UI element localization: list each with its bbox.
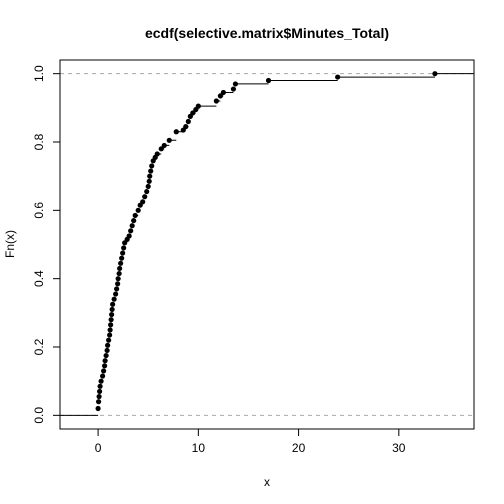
data-point	[113, 291, 119, 297]
data-point	[148, 168, 154, 174]
data-point	[105, 342, 111, 348]
data-point	[146, 178, 152, 184]
data-point	[111, 296, 117, 302]
step-function	[60, 73, 474, 416]
data-point	[120, 250, 126, 256]
reference-lines	[60, 73, 474, 416]
x-tick-label: 10	[192, 441, 206, 455]
data-point	[109, 311, 115, 318]
data-point	[117, 265, 123, 272]
data-point	[108, 317, 114, 323]
data-points	[95, 71, 438, 412]
data-point	[145, 183, 151, 190]
x-tick-label: 20	[292, 441, 306, 455]
data-point	[185, 118, 191, 125]
data-point	[115, 281, 121, 287]
data-point	[116, 270, 122, 277]
data-point	[114, 286, 120, 292]
data-point	[213, 98, 219, 104]
data-point	[118, 260, 124, 266]
y-tick-label: 0.2	[32, 338, 46, 355]
data-point	[129, 223, 135, 229]
data-point	[109, 306, 115, 313]
data-point	[220, 89, 226, 96]
data-point	[107, 332, 113, 338]
plot-frame	[59, 59, 475, 430]
data-point	[121, 245, 127, 251]
data-point	[98, 378, 104, 384]
data-point	[131, 217, 137, 224]
data-point	[230, 86, 237, 92]
data-point	[110, 301, 116, 307]
data-point	[147, 173, 153, 179]
data-point	[158, 146, 164, 152]
data-point	[102, 363, 108, 369]
y-tick-label: 0.6	[32, 202, 46, 219]
x-axis: 0 10 20 30	[95, 429, 406, 455]
data-point	[107, 327, 113, 333]
data-point	[102, 358, 108, 364]
data-point	[432, 71, 438, 77]
x-tick-label: 0	[95, 441, 102, 455]
data-point	[115, 276, 121, 282]
data-point	[232, 81, 239, 87]
data-point	[100, 373, 106, 379]
data-point	[154, 151, 160, 157]
data-point	[108, 322, 114, 328]
data-point	[96, 393, 102, 400]
data-point	[103, 352, 109, 359]
data-point	[173, 129, 179, 135]
y-axis-label: Fn(x)	[3, 230, 17, 258]
data-point	[217, 93, 223, 99]
data-point	[149, 163, 155, 169]
data-point	[104, 347, 110, 354]
data-point	[96, 388, 103, 395]
chart-title: ecdf(selective.matrix$Minutes_Total)	[145, 25, 389, 41]
x-tick-label: 30	[392, 441, 406, 455]
data-point	[335, 74, 341, 80]
data-point	[106, 337, 112, 343]
step-line	[60, 73, 474, 416]
data-point	[95, 399, 102, 405]
y-tick-label: 0.8	[32, 133, 46, 150]
y-tick-label: 0.4	[32, 270, 46, 287]
data-point	[190, 110, 196, 116]
data-point	[135, 207, 141, 213]
data-point	[195, 103, 201, 109]
y-tick-label: 0.0	[32, 407, 46, 424]
data-point	[142, 194, 148, 200]
data-point	[95, 405, 101, 412]
x-axis-label: x	[264, 475, 270, 489]
data-point	[119, 255, 125, 261]
data-point	[265, 77, 272, 84]
data-point	[144, 188, 150, 195]
data-point	[97, 383, 103, 389]
data-point	[161, 142, 167, 149]
data-point	[132, 212, 138, 219]
data-point	[166, 137, 172, 143]
data-point	[128, 228, 134, 234]
data-point	[101, 368, 107, 374]
data-point	[183, 124, 189, 130]
data-point	[126, 233, 132, 239]
data-point	[140, 199, 146, 205]
y-axis: 0.0 0.2 0.4 0.6 0.8 1.0	[32, 65, 60, 424]
y-tick-label: 1.0	[32, 65, 46, 82]
